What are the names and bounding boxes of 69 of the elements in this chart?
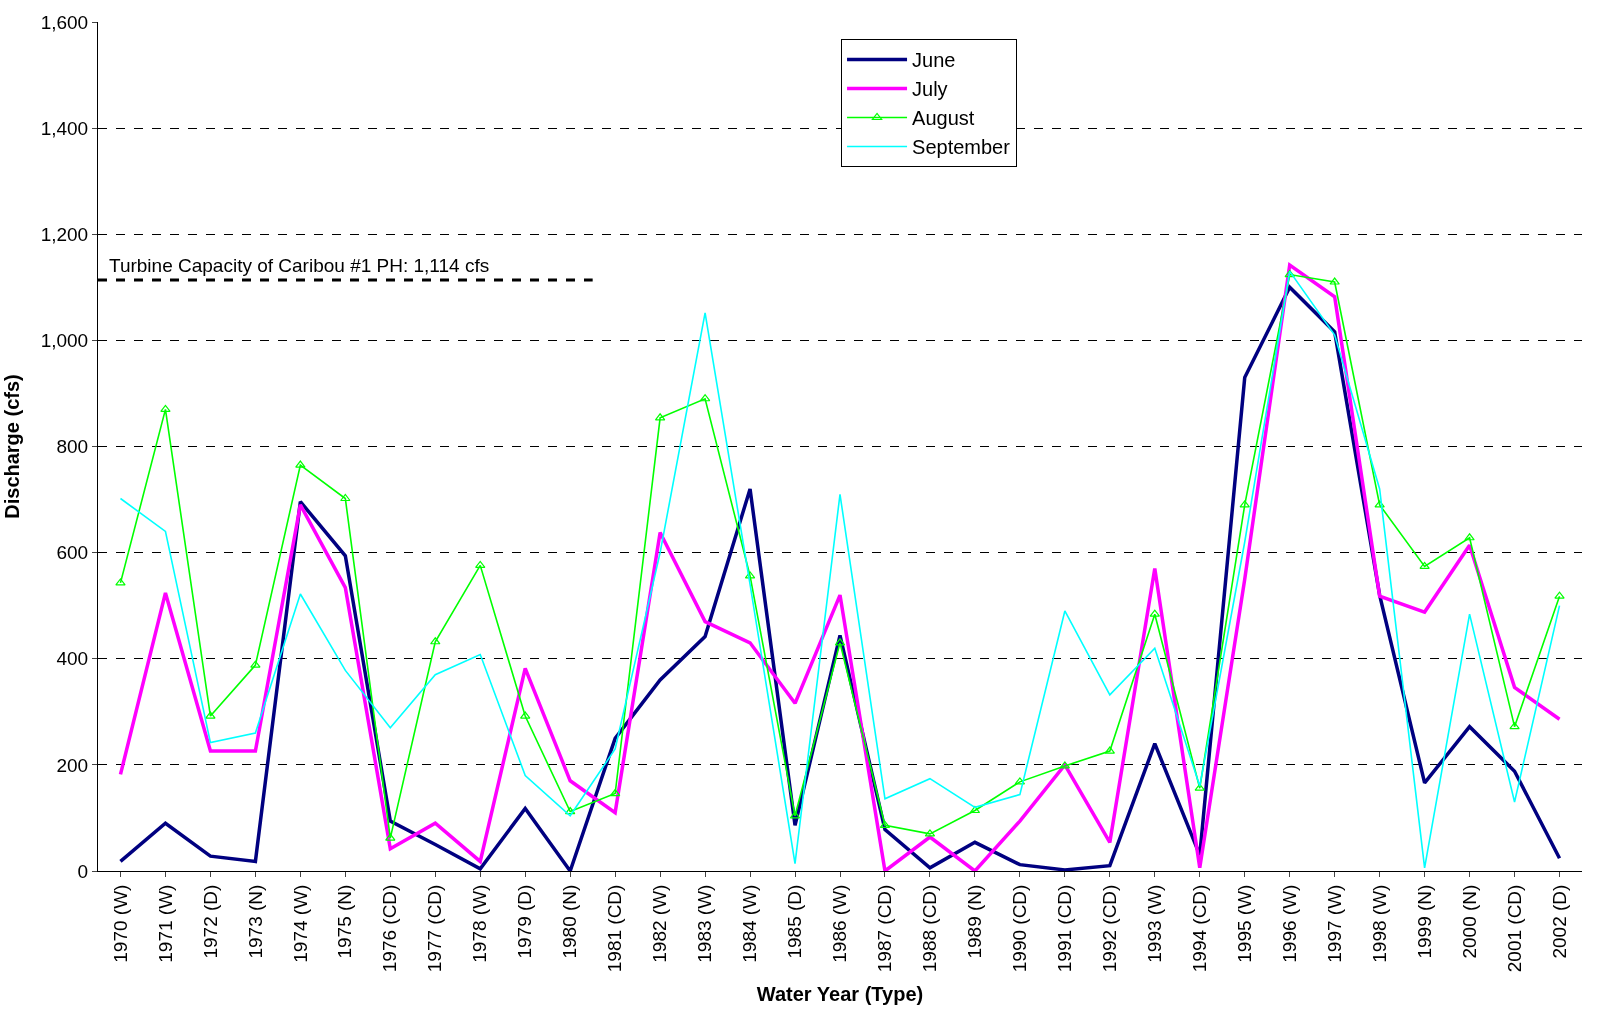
y-tick-label: 400 bbox=[56, 648, 89, 670]
legend-label: August bbox=[912, 107, 975, 130]
point bbox=[295, 460, 306, 468]
point bbox=[160, 404, 171, 412]
y-tick-label: 1,200 bbox=[40, 223, 89, 245]
legend-label: September bbox=[912, 136, 1011, 159]
point bbox=[1464, 533, 1475, 541]
x-tick-label: 1982 (W) bbox=[649, 884, 671, 963]
x-tick-label: 1996 (W) bbox=[1278, 884, 1300, 963]
x-tick-label: 1995 (W) bbox=[1233, 884, 1255, 963]
point bbox=[1374, 500, 1385, 508]
x-tick-label: 1988 (CD) bbox=[919, 884, 941, 973]
y-tick-label: 1,600 bbox=[40, 11, 89, 33]
x-tick-label: 1993 (W) bbox=[1143, 884, 1165, 963]
x-tick-label: 1989 (N) bbox=[964, 884, 986, 959]
y-tick-label: 800 bbox=[56, 436, 89, 458]
point bbox=[430, 637, 441, 645]
x-tick-label: 1977 (CD) bbox=[424, 884, 446, 973]
point bbox=[1419, 561, 1430, 570]
x-tick-label: 1983 (W) bbox=[694, 884, 716, 963]
point bbox=[564, 806, 576, 815]
point bbox=[969, 805, 981, 814]
x-tick-label: 1985 (D) bbox=[784, 884, 806, 959]
x-tick-label: 2001 (CD) bbox=[1503, 884, 1525, 973]
legend-label: June bbox=[912, 49, 956, 72]
x-tick-label: 1997 (W) bbox=[1323, 884, 1345, 963]
point bbox=[1284, 269, 1295, 278]
x-tick-label: 1984 (W) bbox=[739, 884, 761, 963]
x-tick-label: 1994 (CD) bbox=[1188, 884, 1210, 973]
x-tick-label: 1980 (N) bbox=[559, 884, 581, 959]
x-tick-label: 1978 (W) bbox=[469, 884, 491, 963]
x-tick-label: 1992 (CD) bbox=[1098, 884, 1120, 973]
legend-label: July bbox=[912, 78, 948, 101]
x-tick-label: 1972 (D) bbox=[199, 884, 221, 959]
point bbox=[385, 833, 396, 841]
y-axis-title: Discharge (cfs) bbox=[1, 374, 24, 519]
x-tick-label: 2000 (N) bbox=[1458, 884, 1480, 959]
x-tick-label: 1971 (W) bbox=[154, 884, 176, 963]
x-tick-label: 1991 (CD) bbox=[1054, 884, 1076, 973]
point bbox=[205, 711, 216, 719]
x-tick-label: 1990 (CD) bbox=[1009, 884, 1031, 973]
point bbox=[1239, 500, 1250, 508]
point bbox=[250, 660, 261, 668]
y-tick-label: 600 bbox=[56, 542, 89, 564]
point bbox=[1329, 277, 1340, 285]
x-tick-label: 2002 (D) bbox=[1548, 884, 1570, 959]
point bbox=[609, 788, 621, 797]
x-tick-label: 1999 (N) bbox=[1413, 884, 1435, 959]
x-tick-label: 1986 (W) bbox=[829, 884, 851, 963]
x-tick-label: 1974 (W) bbox=[289, 884, 311, 963]
ref-line-label: Turbine Capacity of Caribou #1 PH: 1,114 cfs bbox=[109, 255, 490, 276]
point bbox=[115, 578, 126, 586]
x-tick-label: 1981 (CD) bbox=[604, 884, 626, 973]
point bbox=[475, 560, 486, 568]
x-tick-label: 1979 (D) bbox=[514, 884, 536, 959]
x-tick-label: 1987 (CD) bbox=[874, 884, 896, 973]
y-tick-label: 1,400 bbox=[40, 117, 89, 139]
point bbox=[340, 493, 351, 502]
point bbox=[1509, 722, 1520, 730]
x-tick-label: 1998 (W) bbox=[1368, 884, 1390, 963]
y-tick-label: 200 bbox=[56, 754, 89, 776]
x-tick-label: 1975 (N) bbox=[334, 884, 356, 959]
x-tick-label: 1973 (N) bbox=[244, 884, 266, 959]
y-tick-label: 1,000 bbox=[40, 330, 89, 352]
x-axis-title: Water Year (Type) bbox=[756, 982, 924, 1005]
y-tick-label: 0 bbox=[77, 860, 89, 882]
x-tick-label: 1970 (W) bbox=[109, 884, 131, 963]
point bbox=[1554, 591, 1565, 599]
x-tick-label: 1976 (CD) bbox=[379, 884, 401, 973]
